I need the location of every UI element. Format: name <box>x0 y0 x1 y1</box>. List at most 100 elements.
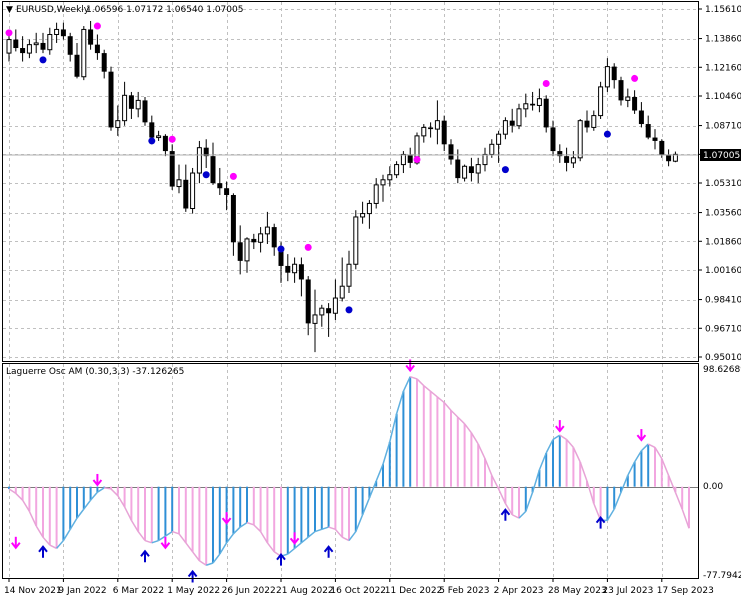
candle-body-bull <box>6 39 12 54</box>
candle-body-bear <box>101 53 107 72</box>
candle-body-bear <box>455 159 461 179</box>
candle-body-bull <box>366 202 372 215</box>
arrow-head <box>160 542 171 550</box>
current-price-label: 1.07005 <box>703 151 740 161</box>
arrow-head <box>595 516 606 524</box>
candle-body-bear <box>611 66 617 81</box>
osc-line-segment <box>484 458 493 476</box>
osc-line-segment <box>518 510 527 519</box>
candle-body-bull <box>54 28 60 36</box>
signal-dots <box>5 22 639 314</box>
signal-dot-magenta <box>413 156 421 164</box>
candlestick-series[interactable] <box>6 20 678 353</box>
osc-line-segment <box>450 409 459 418</box>
candle-body-bear <box>210 156 216 184</box>
arrow-head <box>289 537 300 545</box>
osc-line-segment <box>491 475 500 490</box>
osc-line-segment <box>667 475 677 493</box>
candle-body-bull <box>332 297 338 314</box>
candle-body-bull <box>502 120 508 135</box>
arrow-up-icon <box>276 553 286 566</box>
candle-body-bear <box>108 71 114 128</box>
candle-body-bear <box>543 98 549 128</box>
candle-body-bull <box>570 157 576 164</box>
candle-body-bull <box>598 86 604 117</box>
candle-body-bull <box>196 147 202 174</box>
arrow-head <box>276 553 286 561</box>
osc-line-segment <box>620 475 629 493</box>
arrow-down-icon <box>555 420 565 433</box>
candle-body-bear <box>441 120 447 145</box>
candle-body-bear <box>74 54 80 77</box>
osc-line-segment <box>110 488 119 497</box>
candle-body-bear <box>407 154 413 163</box>
osc-line-segment <box>633 450 643 463</box>
candle-body-bear <box>564 156 570 163</box>
collapse-triangle-icon[interactable]: ▼ <box>6 5 13 15</box>
osc-line-segment <box>96 487 105 493</box>
osc-line-segment <box>681 508 690 529</box>
osc-line-segment <box>355 514 364 532</box>
candle-body-bull <box>122 94 128 122</box>
price-tick-label: 1.12160 <box>705 63 741 73</box>
candle-body-bear <box>128 95 134 109</box>
candle-body-bear <box>88 29 94 45</box>
osc-line-segment <box>545 439 554 454</box>
time-tick-label: 9 Jan 2022 <box>58 586 106 596</box>
symbol-label: EURUSD,Weekly <box>16 5 90 15</box>
candle-body-bear <box>618 80 624 101</box>
arrow-head <box>636 434 647 442</box>
osc-line-segment <box>144 539 153 544</box>
candle-body-bull <box>475 164 481 174</box>
candle-body-bull <box>577 120 583 159</box>
osc-line-segment <box>205 562 214 566</box>
arrow-down-icon <box>92 473 103 487</box>
osc-line-segment <box>525 492 534 512</box>
osc-top-value: 98.626895 <box>703 365 741 375</box>
time-tick-label: 23 Jul 2023 <box>602 586 653 596</box>
osc-line-segment <box>654 447 663 460</box>
osc-line-segment <box>382 441 391 465</box>
price-tick-label: 0.95010 <box>705 353 741 363</box>
osc-line-segment <box>130 519 139 532</box>
osc-zero-value: 0.00 <box>703 482 723 492</box>
osc-line-segment <box>294 542 302 549</box>
osc-line-segment <box>531 469 541 493</box>
osc-line-segment <box>402 376 411 392</box>
osc-line-segment <box>83 499 92 510</box>
arrow-head <box>92 479 103 487</box>
osc-line-segment <box>42 536 51 546</box>
signal-dot-magenta <box>631 74 639 82</box>
signal-dot-blue <box>148 137 156 145</box>
candle-body-bear <box>550 127 556 152</box>
candle-body-bull <box>319 307 325 316</box>
osc-line-segment <box>164 530 173 537</box>
time-tick-label: 5 Feb 2023 <box>439 586 489 596</box>
arrow-head <box>405 364 415 373</box>
candle-body-bear <box>468 166 474 174</box>
candle-body-bear <box>67 36 73 55</box>
candle-body-bear <box>162 135 168 152</box>
osc-line-segment <box>171 530 180 535</box>
osc-line-segment <box>246 521 255 526</box>
osc-line-segment <box>559 434 568 441</box>
osc-line-segment <box>239 521 248 528</box>
indicator-title: Laguerre Osc AM (0.30,3,3) -37.126265 <box>6 367 184 377</box>
osc-line-segment <box>647 443 656 449</box>
osc-line-segment <box>361 497 371 516</box>
osc-line-segment <box>15 492 24 501</box>
osc-line-segment <box>300 536 309 544</box>
time-tick-label: 21 Aug 2022 <box>276 586 334 596</box>
osc-line-segment <box>307 531 316 538</box>
osc-line-segment <box>28 511 37 527</box>
time-tick-label: 17 Sep 2023 <box>657 586 714 596</box>
osc-line-segment <box>151 539 159 544</box>
candle-body-bear <box>509 120 515 126</box>
osc-line-segment <box>368 480 377 499</box>
signal-dot-magenta <box>5 29 13 37</box>
signal-dot-magenta <box>229 172 237 180</box>
signal-dot-blue <box>501 166 509 174</box>
osc-line-segment <box>314 528 323 533</box>
osc-line-segment <box>334 528 343 538</box>
